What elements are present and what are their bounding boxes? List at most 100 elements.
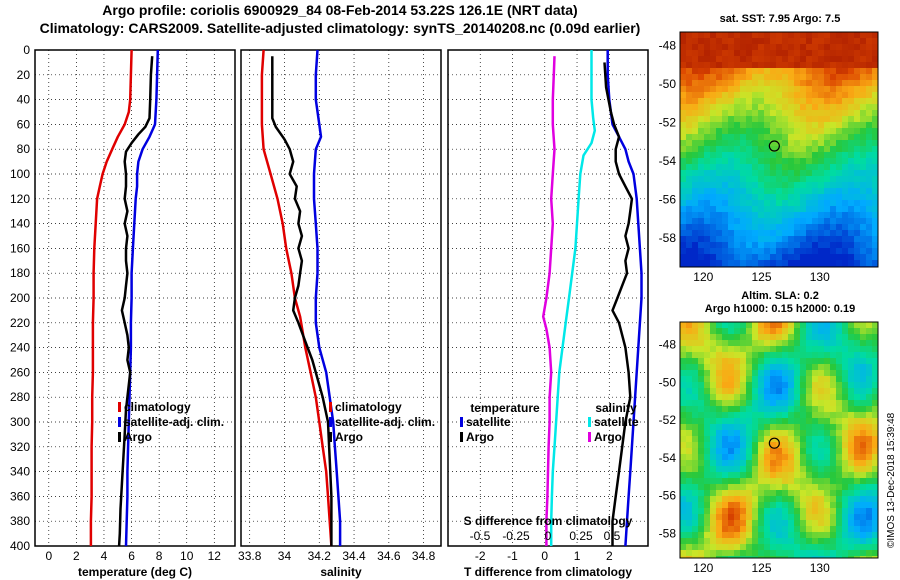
map-pixel <box>740 406 746 412</box>
map-pixel <box>812 116 818 122</box>
map-pixel <box>728 400 734 406</box>
map-pixel <box>788 62 794 68</box>
map-pixel <box>866 32 872 38</box>
map-pixel <box>758 496 764 502</box>
map-pixel <box>812 188 818 194</box>
map-pixel <box>854 520 860 526</box>
map-pixel <box>872 436 878 442</box>
map-pixel <box>770 400 776 406</box>
map-pixel <box>728 442 734 448</box>
map-pixel <box>812 200 818 206</box>
map-pixel <box>776 116 782 122</box>
map-pixel <box>716 182 722 188</box>
map-pixel <box>728 242 734 248</box>
map-pixel <box>866 538 872 544</box>
y-tick-label: 240 <box>10 341 30 355</box>
map-pixel <box>734 68 740 74</box>
map-pixel <box>704 484 710 490</box>
map-pixel <box>782 472 788 478</box>
map-pixel <box>746 520 752 526</box>
map-pixel <box>812 388 818 394</box>
map-pixel <box>848 340 854 346</box>
map-pixel <box>710 212 716 218</box>
map-pixel <box>740 182 746 188</box>
map-pixel <box>704 514 710 520</box>
x-tick-label: 0 <box>541 549 548 563</box>
map-pixel <box>710 62 716 68</box>
map-pixel <box>734 514 740 520</box>
plot-title-line-2: Climatology: CARS2009. Satellite-adjuste… <box>39 20 641 36</box>
map-pixel <box>782 98 788 104</box>
map-pixel <box>866 194 872 200</box>
map-pixel <box>740 110 746 116</box>
map-pixel <box>704 556 710 558</box>
map-pixel <box>776 254 782 260</box>
map-pixel <box>722 478 728 484</box>
map-pixel <box>788 478 794 484</box>
map-pixel <box>704 472 710 478</box>
map-pixel <box>710 254 716 260</box>
map-pixel <box>818 502 824 508</box>
map-pixel <box>866 218 872 224</box>
map-pixel <box>794 80 800 86</box>
map-pixel <box>770 394 776 400</box>
map-pixel <box>836 218 842 224</box>
map-pixel <box>764 364 770 370</box>
map-pixel <box>788 128 794 134</box>
map-pixel <box>812 104 818 110</box>
map-pixel <box>770 460 776 466</box>
map-pixel <box>800 50 806 56</box>
map-pixel <box>794 490 800 496</box>
map-pixel <box>818 532 824 538</box>
map-pixel <box>728 80 734 86</box>
map-pixel <box>686 538 692 544</box>
map-pixel <box>692 364 698 370</box>
map-pixel <box>806 394 812 400</box>
map-pixel <box>794 340 800 346</box>
map-pixel <box>812 242 818 248</box>
map-pixel <box>692 460 698 466</box>
map-pixel <box>788 74 794 80</box>
map-pixel <box>860 484 866 490</box>
map-pixel <box>704 230 710 236</box>
map-pixel <box>704 382 710 388</box>
map-pixel <box>824 74 830 80</box>
map-pixel <box>740 544 746 550</box>
map-pixel <box>752 388 758 394</box>
map-pixel <box>710 478 716 484</box>
map-pixel <box>716 50 722 56</box>
map-pixel <box>788 322 794 328</box>
map-pixel <box>824 62 830 68</box>
map-pixel <box>824 538 830 544</box>
map-pixel <box>848 406 854 412</box>
map-pixel <box>866 394 872 400</box>
map-pixel <box>824 364 830 370</box>
map-pixel <box>866 254 872 260</box>
map-pixel <box>854 526 860 532</box>
map-pixel <box>686 424 692 430</box>
map-pixel <box>686 128 692 134</box>
map-pixel <box>800 340 806 346</box>
legend-swatch <box>329 402 332 412</box>
map-pixel <box>806 334 812 340</box>
map-pixel <box>806 224 812 230</box>
map-pixel <box>776 62 782 68</box>
map-pixel <box>716 448 722 454</box>
map-pixel <box>812 86 818 92</box>
map-pixel <box>848 526 854 532</box>
map-pixel <box>836 478 842 484</box>
map-pixel <box>812 122 818 128</box>
map-pixel <box>866 140 872 146</box>
map-pixel <box>872 388 878 394</box>
map-pixel <box>842 134 848 140</box>
map-pixel <box>794 520 800 526</box>
map-pixel <box>800 242 806 248</box>
map-pixel <box>770 218 776 224</box>
map-pixel <box>704 236 710 242</box>
map-pixel <box>794 260 800 266</box>
map-pixel <box>716 532 722 538</box>
map-pixel <box>776 176 782 182</box>
map-pixel <box>770 176 776 182</box>
map-pixel <box>710 400 716 406</box>
map-pixel <box>686 508 692 514</box>
